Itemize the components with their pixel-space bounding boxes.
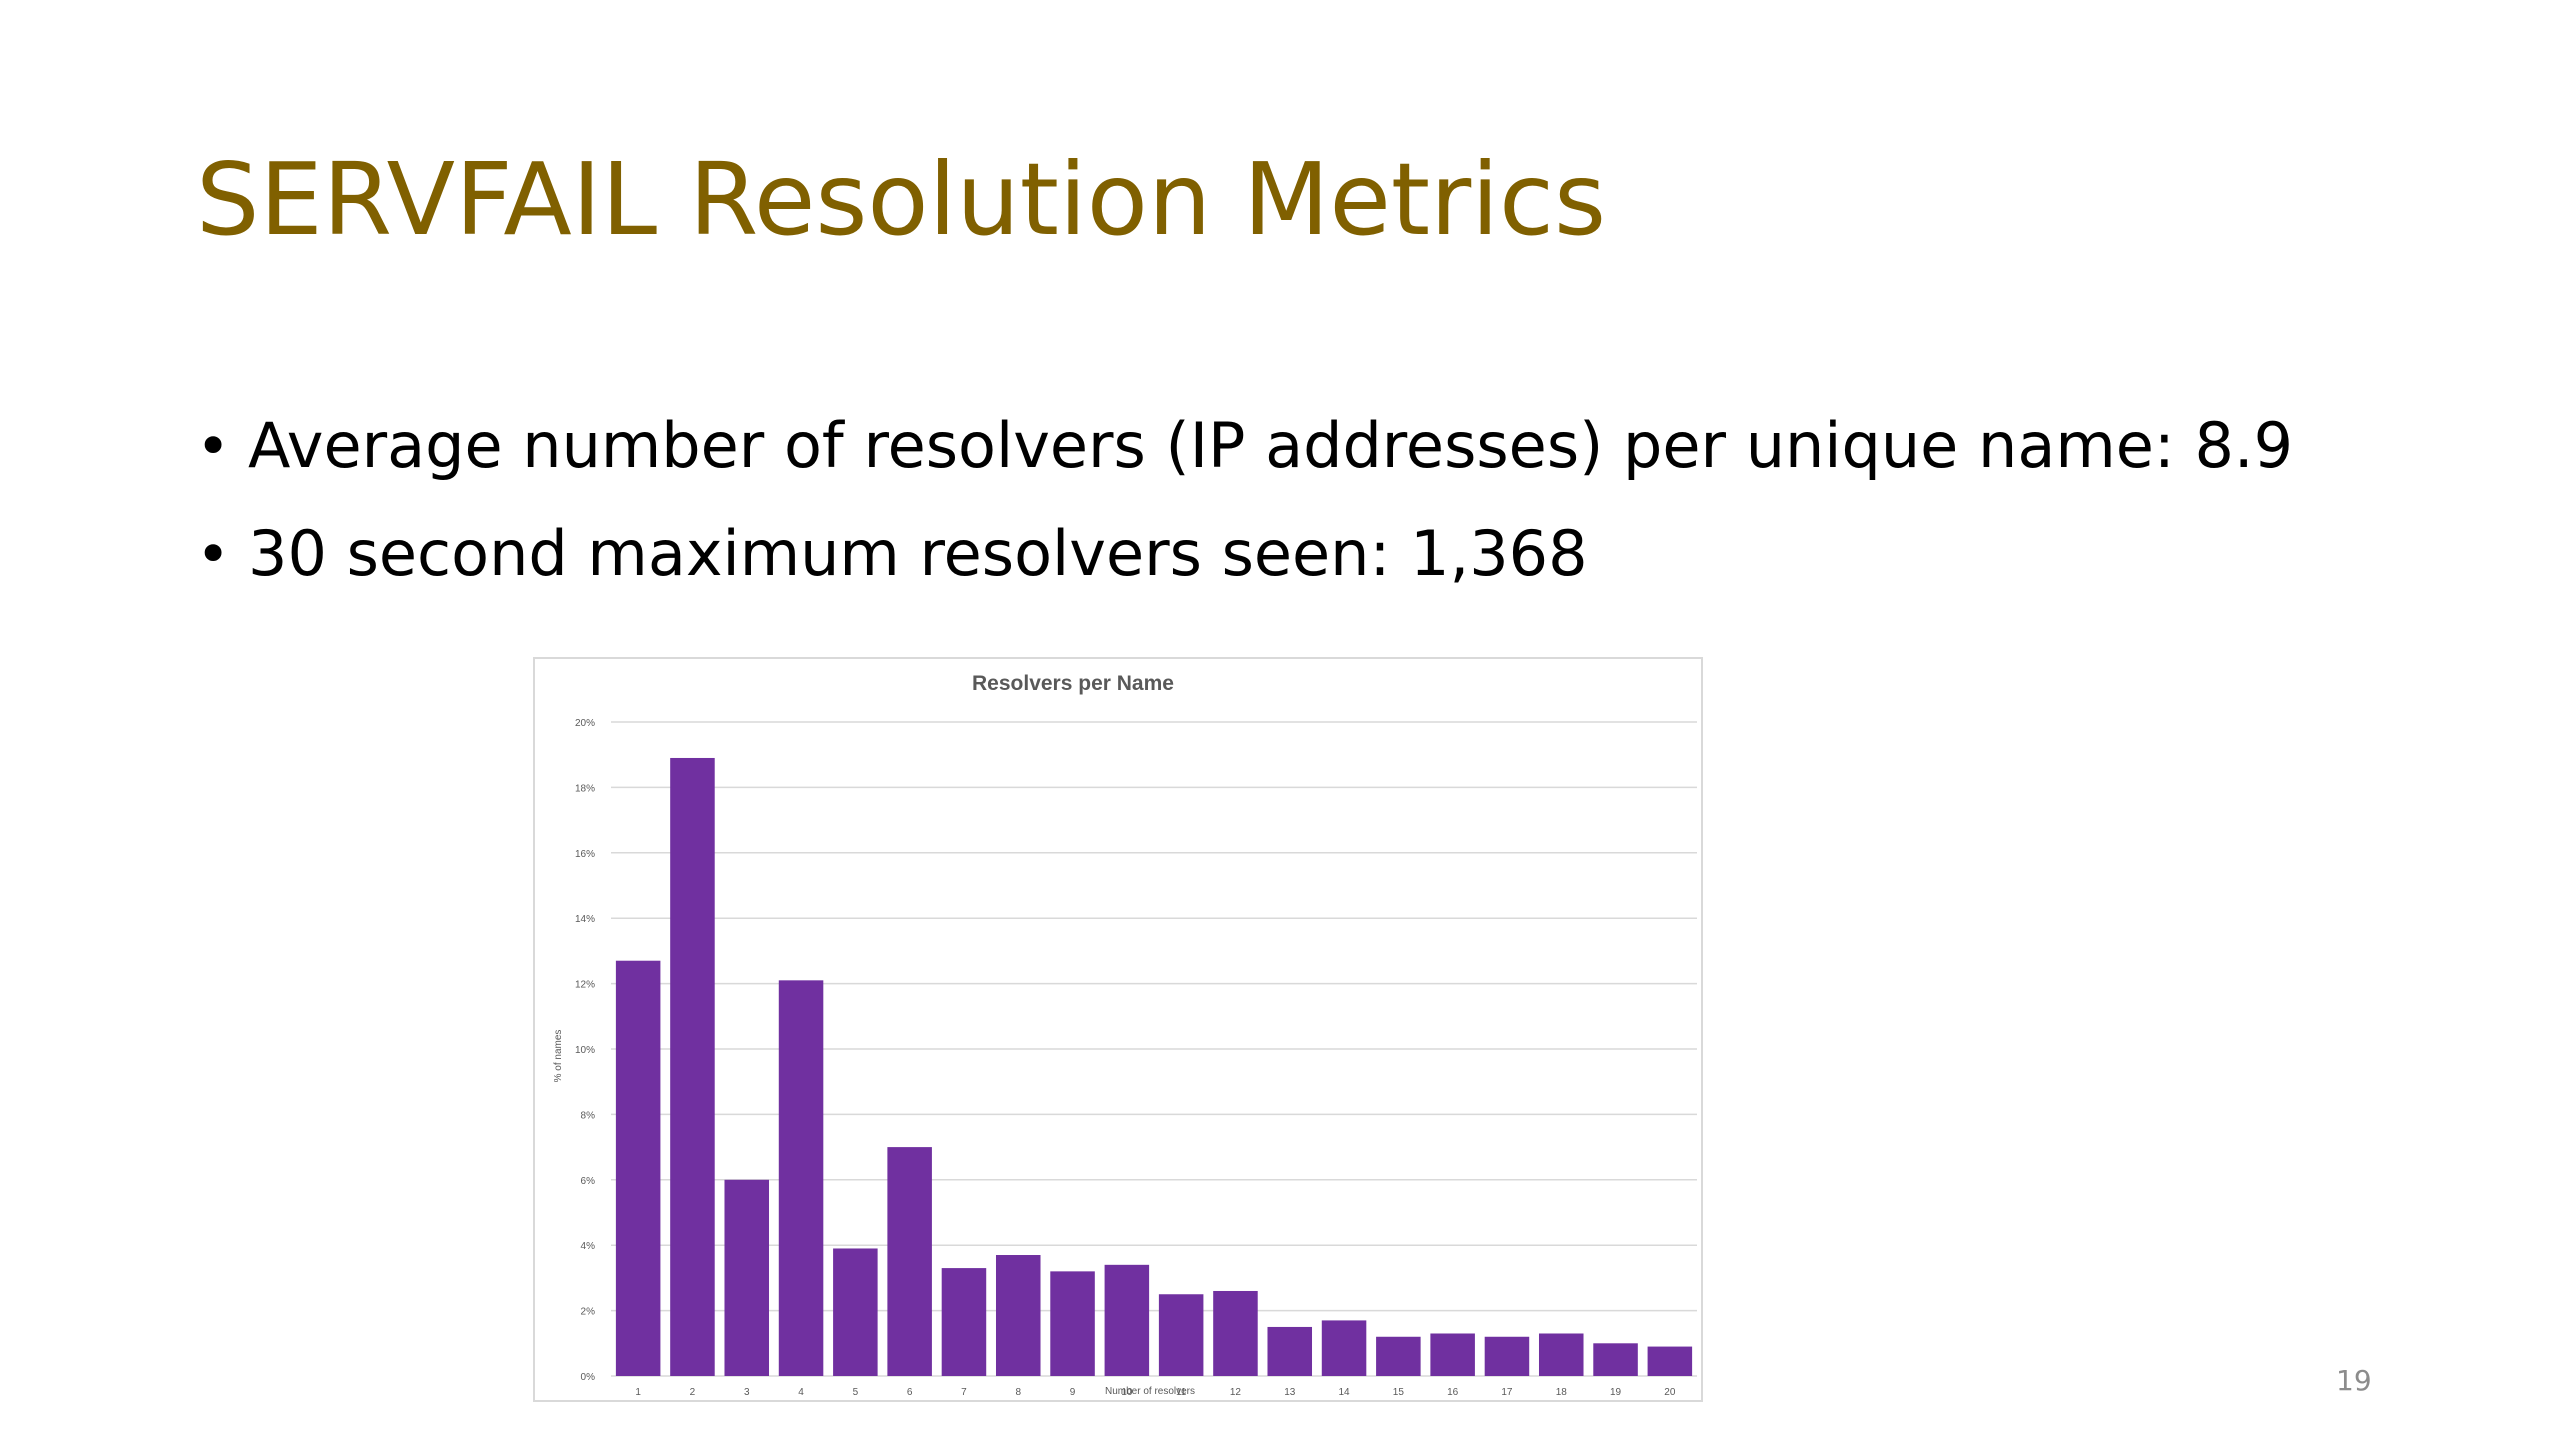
bar (941, 1268, 987, 1376)
bar (1430, 1333, 1475, 1376)
x-tick-label: 11 (1176, 1387, 1187, 1398)
x-axis-label: Number of resolvers (1105, 1386, 1195, 1397)
bullet-item: • 30 second maximum resolvers seen: 1,36… (196, 500, 2293, 608)
x-tick-label: 19 (1610, 1387, 1622, 1398)
bar (1104, 1264, 1150, 1376)
bar-chart: Resolvers per Name 0%2%4%6%8%10%12%14%16… (553, 672, 1697, 1398)
x-tick-label: 4 (798, 1387, 804, 1398)
bar (1484, 1336, 1530, 1376)
x-tick-label: 5 (853, 1387, 859, 1398)
y-tick-label: 12% (575, 980, 595, 991)
x-tick-label: 14 (1338, 1387, 1350, 1398)
bar (1647, 1346, 1693, 1376)
x-tick-label: 3 (744, 1387, 750, 1398)
chart-title: Resolvers per Name (972, 672, 1174, 695)
bullet-icon: • (196, 412, 231, 480)
bullet-text: Average number of resolvers (IP addresse… (248, 409, 2294, 482)
bullet-list: • Average number of resolvers (IP addres… (196, 392, 2293, 608)
bar (778, 980, 824, 1376)
gridlines (611, 721, 1697, 1377)
bullet-item: • Average number of resolvers (IP addres… (196, 392, 2293, 500)
slide-number: 19 (2336, 1364, 2372, 1397)
x-tick-label: 12 (1230, 1387, 1242, 1398)
bar (887, 1147, 932, 1376)
y-tick-label: 16% (575, 849, 595, 860)
bar (1376, 1336, 1421, 1376)
x-axis-ticks: 1 2 3 4 5 6 7 8 9 10 11 12 13 14 15 16 17 18 19 20 (635, 1387, 1675, 1398)
bar (1050, 1271, 1095, 1376)
x-tick-label: 20 (1664, 1387, 1676, 1398)
x-tick-label: 6 (907, 1387, 913, 1398)
y-tick-label: 14% (575, 914, 595, 925)
x-tick-label: 9 (1070, 1387, 1076, 1398)
bars (615, 757, 1693, 1376)
bar (995, 1255, 1041, 1376)
bar (615, 960, 661, 1376)
bar (833, 1248, 878, 1376)
y-tick-label: 2% (581, 1307, 596, 1318)
x-tick-label: 10 (1121, 1387, 1133, 1398)
bar (1213, 1290, 1258, 1376)
y-tick-label: 18% (575, 783, 595, 794)
y-tick-label: 20% (575, 718, 595, 729)
x-tick-label: 16 (1447, 1387, 1459, 1398)
x-tick-label: 7 (961, 1387, 967, 1398)
x-tick-label: 2 (690, 1387, 696, 1398)
chart-container: Resolvers per Name 0% 2% 4% 6% 8% 10% 12% 14% 16… (533, 657, 1703, 1402)
bar (1593, 1343, 1638, 1376)
x-tick-label: 17 (1501, 1387, 1513, 1398)
y-tick-label: 8% (581, 1110, 596, 1121)
y-axis-ticks: 0% 2% 4% 6% 8% 10% 12% 14% 16% 18% 20% (575, 718, 595, 1383)
bar (724, 1179, 770, 1376)
x-tick-label: 18 (1556, 1387, 1568, 1398)
y-tick-label: 0% (581, 1372, 596, 1383)
y-tick-label: 4% (581, 1241, 596, 1252)
bullet-icon: • (196, 520, 231, 588)
x-tick-label: 13 (1284, 1387, 1296, 1398)
y-axis-label: % of names (553, 1030, 564, 1083)
y-tick-label: 6% (581, 1176, 596, 1187)
bullet-text: 30 second maximum resolvers seen: 1,368 (248, 517, 1588, 590)
bar (670, 757, 715, 1376)
slide-title: SERVFAIL Resolution Metrics (196, 141, 1607, 258)
bar (1158, 1294, 1204, 1376)
x-tick-label: 8 (1015, 1387, 1021, 1398)
bar (1321, 1320, 1367, 1376)
x-tick-label: 15 (1393, 1387, 1405, 1398)
bar (1538, 1333, 1584, 1376)
bar (1267, 1326, 1313, 1376)
x-tick-label: 1 (635, 1387, 641, 1398)
y-tick-label: 10% (575, 1045, 595, 1056)
